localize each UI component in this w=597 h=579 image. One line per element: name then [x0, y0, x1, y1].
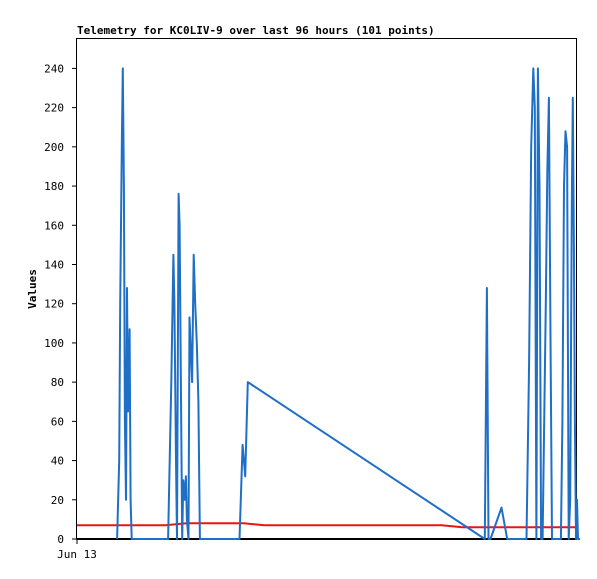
y-tick-label: 20 — [51, 494, 64, 507]
series-line-blue — [116, 67, 581, 540]
y-tick-label: 160 — [44, 219, 64, 232]
y-tick-label: 140 — [44, 258, 64, 271]
y-tick-label: 40 — [51, 455, 64, 468]
y-tick-label: 0 — [57, 533, 64, 546]
y-tick-label: 120 — [44, 298, 64, 311]
y-tick-label: 220 — [44, 102, 64, 115]
chart-title: Telemetry for KC0LIV-9 over last 96 hour… — [77, 24, 435, 37]
series-layer — [77, 67, 581, 540]
y-tick-label: 80 — [51, 376, 64, 389]
x-tick-label: Jun 13 — [57, 548, 97, 561]
y-tick-label: 200 — [44, 141, 64, 154]
y-tick-label: 60 — [51, 415, 64, 428]
y-tick-label: 180 — [44, 180, 64, 193]
y-tick-label: 240 — [44, 62, 64, 75]
y-axis-label: Values — [26, 269, 39, 309]
y-tick-label: 100 — [44, 337, 64, 350]
y-axis: 0 20 40 60 80 100 120 140 160 180 200 220 240 — [44, 62, 77, 546]
